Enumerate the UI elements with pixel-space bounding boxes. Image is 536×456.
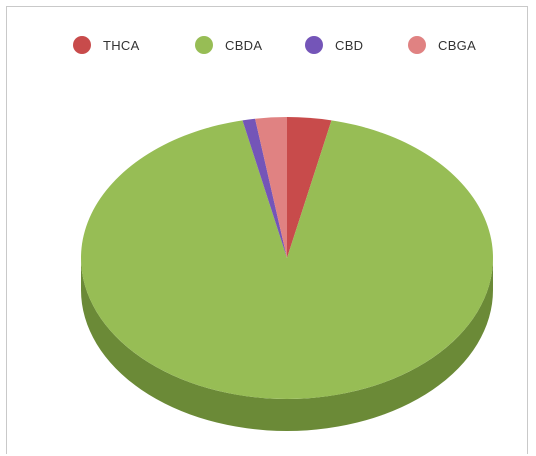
pie-slice-thca: [287, 117, 332, 258]
pie-slice-cbga: [255, 117, 287, 258]
legend-swatch-cbga: [408, 36, 426, 54]
legend-item-thca: THCA: [73, 30, 140, 60]
legend-swatch-cbd: [305, 36, 323, 54]
pie-slice-cbd: [242, 118, 287, 258]
pie-sides: [81, 258, 493, 431]
pie-slice-cbda: [81, 120, 493, 400]
pie-tops: [81, 117, 493, 400]
legend-item-cbga: CBGA: [408, 30, 476, 60]
legend-item-cbd: CBD: [305, 30, 363, 60]
pie-side-cbda: [81, 258, 493, 431]
legend-item-cbda: CBDA: [195, 30, 262, 60]
legend-label-cbga: CBGA: [438, 37, 477, 53]
legend-swatch-thca: [73, 36, 91, 54]
legend-label-cbd: CBD: [335, 37, 364, 53]
legend-swatch-cbda: [195, 36, 213, 54]
legend-label-cbda: CBDA: [225, 37, 263, 53]
legend-label-thca: THCA: [103, 37, 140, 53]
chart-legend: THCA CBDA CBD CBGA: [0, 30, 536, 60]
